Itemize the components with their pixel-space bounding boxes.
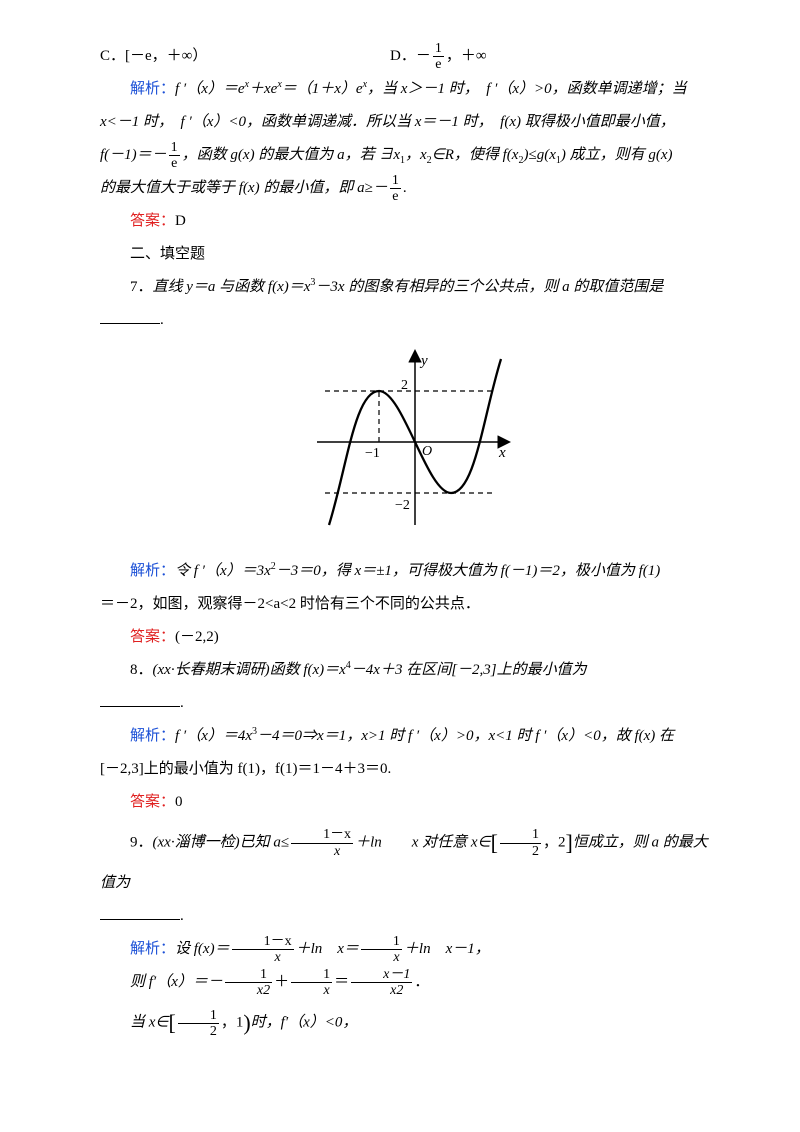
frac-l4: 1e <box>390 173 401 205</box>
sol-label: 解析： <box>130 81 175 97</box>
y2: 2 <box>401 378 408 393</box>
graph-7: y x 2 −2 −1 O <box>100 337 720 555</box>
solution-1-line3: f(－1)＝－1e，函数 g(x) 的最大值为 a，若 ∃x1，x2∈R，使得 … <box>100 139 720 172</box>
solution-1-line4: 的最大值大于或等于 f(x) 的最小值，即 a≥－1e. <box>100 172 720 205</box>
sol9-l2f1: 1x2 <box>225 967 272 999</box>
option-c: C．[－e，＋∞） <box>100 40 390 73</box>
sol7-line2: ＝－2，如图，观察得－2<a<2 时恰有三个不同的公共点． <box>100 588 720 621</box>
answer-1: 答案：D <box>100 205 720 238</box>
expr-c: [－e，＋∞） <box>125 48 207 64</box>
blank-8 <box>100 705 180 707</box>
ylabel: y <box>419 353 428 369</box>
d-post: ，＋∞ <box>446 48 487 64</box>
solution-1-line2: x<－1 时， f ′（x）<0，函数单调递减．所以当 x＝－1 时， f(x)… <box>100 106 720 139</box>
sol8-line1: 解析：f ′（x）＝4x3－4＝0⇒x＝1，x>1 时 f ′（x）>0，x<1… <box>100 720 720 753</box>
q9-line: 9．(xx·淄博一检)已知 a≤1－xx＋ln x 对任意 x∈[12，2]恒成… <box>100 819 720 900</box>
d-pre: － <box>416 48 431 64</box>
sol9-f1: 1－xx <box>232 934 294 966</box>
frac-d: 1e <box>433 41 444 73</box>
q9-frac2: 12 <box>500 827 541 859</box>
xlabel: x <box>498 445 506 461</box>
l3pre: f(－1)＝－ <box>100 147 167 163</box>
sol9-line3: 当 x∈[12，1)时，f′（x）<0， <box>100 999 720 1047</box>
label-c: C． <box>100 48 125 64</box>
blank-9 <box>100 918 180 920</box>
option-d: D．－1e，＋∞ <box>390 40 487 73</box>
q8-blank: . <box>100 687 720 720</box>
label-d: D． <box>390 48 416 64</box>
sol9-l2f2: 1x <box>291 967 332 999</box>
sol9-line1: 解析：设 f(x)＝1－xx＋ln x＝1x＋ln x－1， <box>100 933 720 966</box>
section-fill: 二、填空题 <box>100 238 720 271</box>
q9-blank: . <box>100 900 720 933</box>
ans7: 答案：(－2,2) <box>100 621 720 654</box>
options-row: C．[－e，＋∞） D．－1e，＋∞ <box>100 40 720 73</box>
sol8-line2: [－2,3]上的最小值为 f(1)，f(1)＝1－4＋3＝0. <box>100 753 720 786</box>
solution-1-line1: 解析：f ′（x）＝ex＋xex＝（1＋x）ex，当 x＞－1 时， f ′（x… <box>100 73 720 106</box>
ans8: 答案：0 <box>100 786 720 819</box>
sol9-l2f3: x－1x2 <box>351 967 412 999</box>
sol9-line2: 则 f′（x）＝－1x2＋1x＝x－1x2． <box>100 966 720 999</box>
sol1-comma: ，当 x＞－1 时， f ′（x）>0，函数单调递增；当 <box>367 81 687 97</box>
frac-l3: 1e <box>169 140 180 172</box>
q8-line: 8．(xx·长春期末调研)函数 f(x)＝x4－4x＋3 在区间[－2,3]上的… <box>100 654 720 687</box>
yn2: −2 <box>395 498 410 513</box>
q7-line: 7．直线 y＝a 与函数 f(x)＝x3－3x 的图象有相异的三个公共点，则 a… <box>100 271 720 304</box>
sol1-eq: ＝（1＋x）e <box>282 81 363 97</box>
q9-frac1: 1－xx <box>291 827 353 859</box>
sol1-plus: ＋xe <box>249 81 277 97</box>
xn1: −1 <box>365 446 380 461</box>
sol9-l3f1: 12 <box>178 1008 219 1040</box>
sol9-f2: 1x <box>361 934 402 966</box>
q7-blank: . <box>100 304 720 337</box>
cubic-graph-svg: y x 2 −2 −1 O <box>305 347 515 532</box>
origin: O <box>422 444 432 459</box>
blank-7 <box>100 322 160 324</box>
sol7-line1: 解析：令 f ′（x）＝3x2－3＝0，得 x＝±1，可得极大值为 f(－1)＝… <box>100 555 720 588</box>
sol1-pre: f ′（x）＝e <box>175 81 245 97</box>
